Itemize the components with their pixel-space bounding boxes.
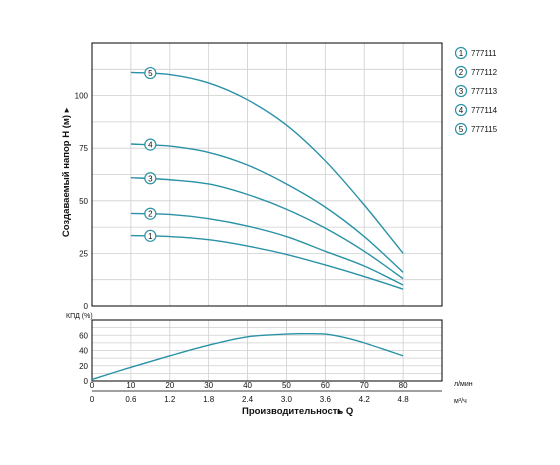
x-tick-label-m3h: 4.8 [398,395,410,404]
series-marker-label: 5 [148,69,153,78]
efficiency-y-tick-label: 0 [84,377,89,386]
x-tick-label-lpm: 0 [90,381,95,390]
head-chart: 0 25 50 75 100 1 2 3 4 5 Создаваемый напор H (м)… [61,42,443,311]
series-marker-1 [144,229,157,242]
x-tick-label-m3h: 1.2 [164,395,176,404]
legend-marker-2 [454,65,468,79]
x-tick-label-lpm: 40 [243,381,252,390]
legend-entry-777112: 777112 [471,68,498,77]
series-marker-4 [144,138,157,151]
legend-marker-label: 5 [459,125,464,134]
series-marker-label: 2 [148,210,153,219]
head-y-tick-label: 75 [79,144,88,153]
head-y-axis-arrow: ► [62,106,71,114]
series-line-777115 [130,71,404,254]
efficiency-grid [92,320,442,381]
series-marker-label: 1 [148,232,153,241]
legend-entry-777111: 777111 [471,49,497,58]
x-tick-label-lpm: 60 [321,381,330,390]
x-axis-arrow: ► [336,407,344,416]
series-line-777112 [130,212,404,286]
head-y-tick-label: 0 [84,302,89,311]
head-y-tick-label: 25 [79,249,88,258]
legend-entry-777114: 777114 [471,106,498,115]
efficiency-y-tick-label: 60 [79,331,88,340]
x-tick-label-lpm: 30 [204,381,213,390]
head-y-axis-label: Создаваемый напор H (м) [61,115,72,237]
series-line-777113 [130,176,404,280]
efficiency-series-lines [91,332,404,381]
head-series-markers: 1 2 3 4 5 [144,66,157,242]
efficiency-y-tick-label: 40 [79,347,88,356]
x-axis-label: Производительность Q [242,406,353,417]
x-unit-lpm: л/мин [454,381,473,388]
x-tick-label-lpm: 80 [399,381,408,390]
x-tick-label-m3h: 2.4 [242,395,254,404]
efficiency-chart: 0 20 40 60 КПД (%) [66,313,443,386]
legend-marker-4 [454,103,468,117]
x-tick-label-lpm: 20 [165,381,174,390]
legend-marker-3 [454,84,468,98]
series-line-777111 [130,234,404,290]
series-marker-label: 4 [148,141,153,150]
x-tick-label-lpm: 50 [282,381,291,390]
x-tick-labels-lpm: 0 10 20 30 40 50 60 70 80 [90,381,408,390]
x-tick-label-m3h: 4.2 [359,395,371,404]
x-axis: 0 10 20 30 40 50 60 70 80 0 0.6 1.2 1.8 2.4 3.0 3.6 4.2… [90,381,473,417]
x-tick-label-lpm: 70 [360,381,369,390]
x-tick-label-m3h: 3.6 [320,395,332,404]
legend-marker-label: 1 [459,49,464,58]
series-marker-5 [144,66,157,80]
legend-entry-777115: 777115 [471,125,498,134]
efficiency-y-tick-label: 20 [79,362,88,371]
x-tick-labels-m3h: 0 0.6 1.2 1.8 2.4 3.0 3.6 4.2 4.8 [90,395,409,404]
legend: 1 777111 2 777112 3 777113 4 777114 5 777115 [454,46,498,136]
x-tick-label-lpm: 10 [126,381,135,390]
legend-marker-label: 3 [459,87,464,96]
legend-marker-label: 4 [459,106,464,115]
x-tick-label-m3h: 0.6 [125,395,137,404]
efficiency-y-tick-labels: 0 20 40 60 [79,331,88,386]
x-tick-label-m3h: 0 [90,395,95,404]
head-y-tick-label: 100 [75,92,89,101]
series-marker-label: 3 [148,174,153,183]
series-marker-2 [144,207,157,220]
efficiency-plot-frame [91,319,443,382]
head-series-lines [130,71,404,290]
efficiency-curve [91,332,404,381]
legend-marker-1 [454,46,468,60]
x-tick-label-m3h: 1.8 [203,395,215,404]
legend-entry-777113: 777113 [471,87,498,96]
series-line-777114 [130,143,404,273]
head-y-tick-label: 50 [79,197,88,206]
series-marker-3 [144,172,157,185]
efficiency-y-axis-label: КПД (%) [66,313,93,320]
head-y-tick-labels: 0 25 50 75 100 [75,92,89,311]
x-unit-m3h: м³/ч [454,398,467,405]
x-tick-label-m3h: 3.0 [281,395,293,404]
legend-marker-label: 2 [459,68,464,77]
legend-marker-5 [454,122,468,136]
head-plot-frame [91,42,443,307]
